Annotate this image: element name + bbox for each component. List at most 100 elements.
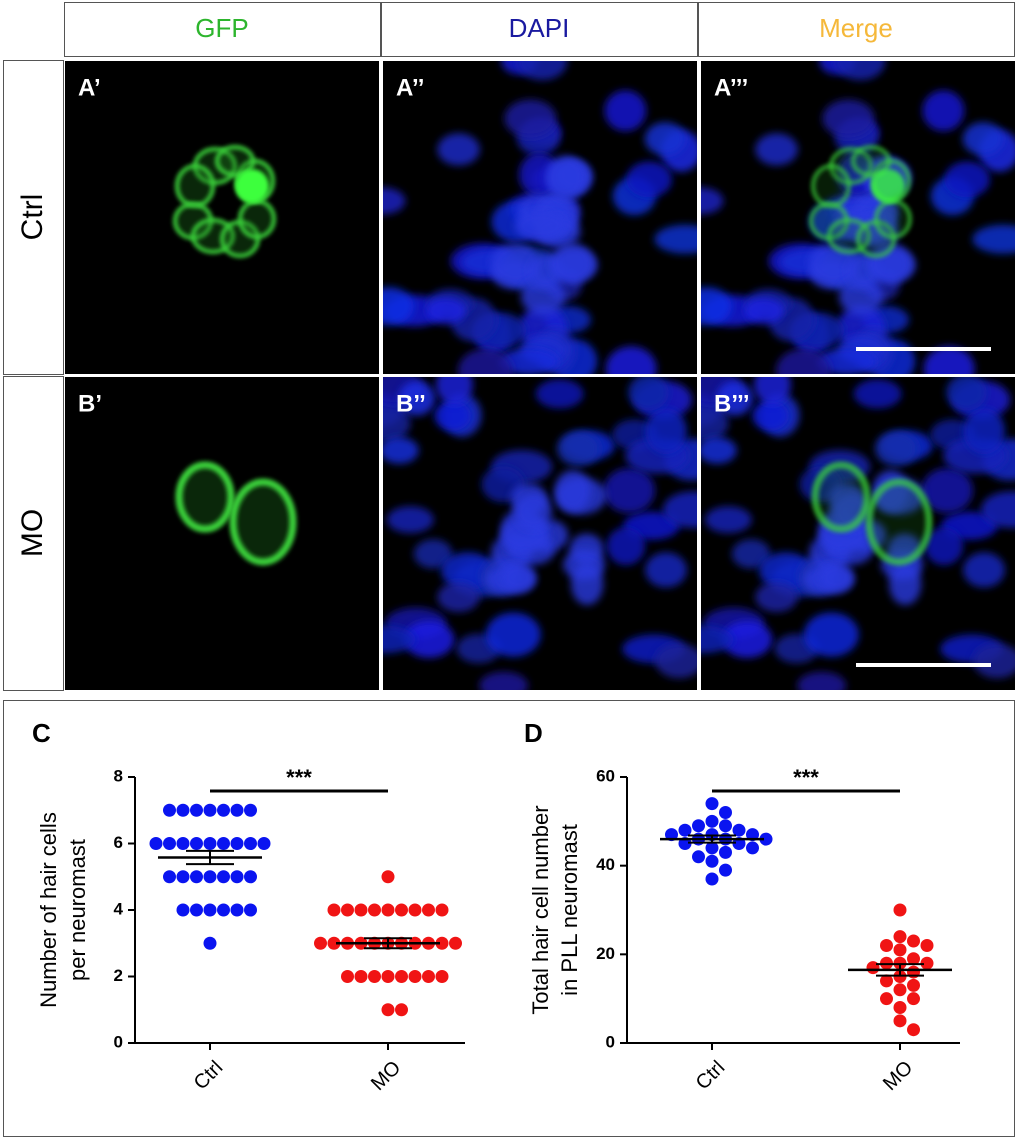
data-point [217,870,230,884]
nucleus [716,381,754,416]
data-point [368,970,381,983]
micrograph-content [173,145,276,258]
nucleus [645,408,687,455]
nucleus-cluster [554,470,591,513]
column-header-box [64,2,381,57]
y-tick-label: 6 [114,833,123,852]
nucleus [604,90,647,132]
data-point [422,970,435,983]
micrograph [383,377,697,690]
panel-label: C [32,718,51,748]
nucleus [835,61,886,81]
micrograph-content [701,377,1015,690]
micrograph-content [701,61,1015,374]
nucleus [875,431,919,467]
nucleus [973,643,1015,679]
gfp-bright-cell [235,169,269,203]
panel-label: B’’ [396,390,426,417]
data-point [327,936,341,950]
data-point [381,1003,395,1017]
data-point [907,934,920,948]
nucleus [701,437,737,464]
data-point [354,970,368,983]
data-point [866,961,880,975]
panel-label: A’’’ [714,74,748,101]
column-header: GFP [195,13,248,43]
data-point [163,837,176,850]
data-point [880,992,893,1006]
nucleus [752,400,790,431]
nucleus [383,625,416,654]
y-axis-label: Total hair cell number [528,805,553,1014]
nucleus [434,400,472,431]
micrograph-content [175,461,297,566]
data-point [746,841,759,855]
nucleus [701,187,724,215]
nucleus [383,437,419,464]
nucleus-cluster [500,562,536,592]
data-point [692,819,705,833]
nucleus [517,61,568,81]
nucleus [603,467,655,514]
data-point [705,872,719,886]
data-point [408,970,422,983]
y-axis-label: in PLL neuromast [557,824,582,996]
data-point [880,974,893,988]
data-point [705,814,719,828]
nucleus [403,620,455,658]
data-point [395,970,408,983]
nucleus [437,133,480,166]
data-point [893,903,907,917]
data-point [381,970,395,983]
nucleus [606,527,646,566]
data-point [893,930,907,944]
data-point [217,803,230,817]
y-tick-label: 4 [114,899,124,918]
nucleus-cluster [550,243,594,284]
panel-label: B’’’ [714,390,750,417]
data-point [203,837,217,850]
gfp-cell [865,478,933,566]
nucleus [644,552,687,588]
y-tick-label: 8 [114,766,123,785]
nucleus [921,467,973,514]
nucleus [744,297,784,325]
nucleus [704,506,752,534]
gfp-cell [811,164,851,208]
data-point [257,837,271,850]
nucleus-cluster [838,277,884,316]
nucleus [654,224,697,254]
panel-label: D [524,718,543,748]
significance: *** [286,765,312,790]
nucleus [413,539,453,569]
micrograph [65,61,379,374]
data-point [314,936,327,950]
data-point [907,952,920,966]
micrograph [65,377,379,690]
nucleus [535,379,584,409]
panel-label: A’ [78,74,101,101]
nucleus [479,671,529,690]
data-point [203,870,217,884]
data-point [244,903,257,917]
nucleus [557,431,601,467]
micrograph-content [383,377,697,690]
nucleus [963,408,1005,455]
data-point [203,936,217,950]
nucleus [605,346,657,374]
nucleus [962,552,1005,588]
nucleus [721,620,773,658]
nucleus-cluster [514,210,566,241]
row-label-box [3,376,64,691]
column-header-box [698,2,1015,57]
nucleus [962,122,1004,156]
data-point [381,870,395,884]
data-point [435,903,449,917]
nucleus [797,671,847,690]
nucleus [504,99,557,138]
data-point [230,903,244,917]
nucleus [946,377,987,411]
data-point [230,870,244,884]
column-header-box [381,2,698,57]
nucleus [628,377,669,411]
